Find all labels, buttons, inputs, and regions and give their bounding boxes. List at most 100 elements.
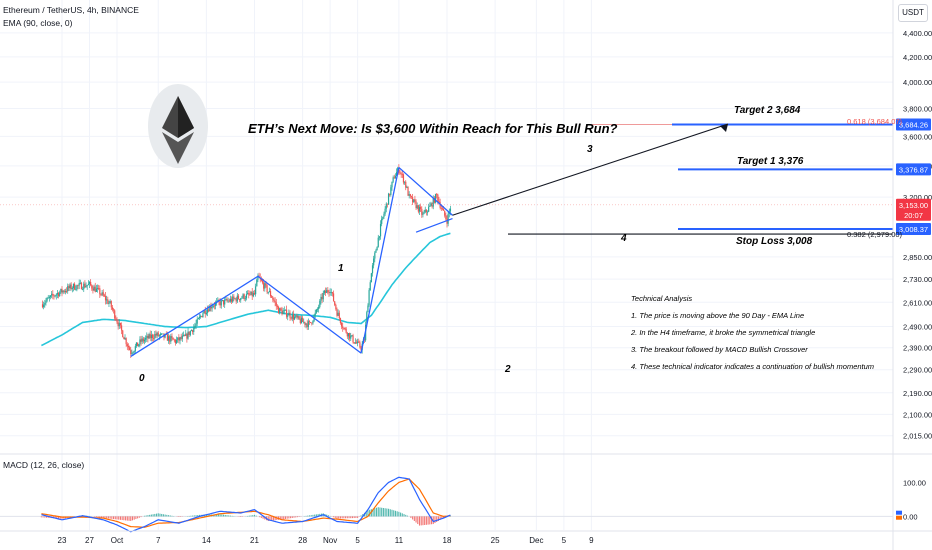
- ethereum-icon-shade: [178, 96, 194, 138]
- candle-50: [99, 288, 101, 295]
- wave-2-3: [360, 167, 400, 354]
- candle-48: [96, 288, 99, 289]
- candle-117: [175, 339, 178, 344]
- candle-341: [432, 197, 434, 207]
- candle-85: [139, 339, 141, 345]
- candle-54: [103, 295, 105, 297]
- candle-320: [408, 194, 410, 196]
- candle-196: [266, 285, 268, 293]
- x-tick-label-3: 7: [156, 536, 161, 545]
- candle-86: [140, 339, 142, 342]
- candle-354: [447, 213, 449, 224]
- candle-241: [318, 306, 320, 309]
- candle-298: [383, 213, 385, 217]
- candle-318: [406, 187, 408, 188]
- candle-148: [211, 306, 213, 309]
- candle-88: [142, 338, 144, 342]
- y-tick-label-6: 3,200.00: [903, 193, 932, 202]
- candle-164: [229, 298, 232, 302]
- candle-114: [172, 337, 174, 340]
- candle-188: [257, 275, 259, 280]
- candle-215: [288, 312, 290, 316]
- candle-285: [368, 290, 370, 306]
- candle-71: [123, 337, 125, 340]
- candle-179: [247, 293, 249, 295]
- candle-167: [233, 296, 235, 299]
- tag-target1-bg: [896, 163, 931, 176]
- candle-199: [269, 291, 272, 297]
- currency-button[interactable]: USDT: [898, 4, 928, 22]
- candle-98: [154, 333, 156, 339]
- candle-203: [274, 300, 276, 303]
- candle-40: [87, 283, 89, 286]
- stop-loss-label: Stop Loss 3,008: [736, 236, 813, 247]
- candle-198: [268, 291, 270, 293]
- candle-42: [90, 281, 92, 286]
- candle-95: [150, 334, 152, 339]
- ema-legend[interactable]: EMA (90, close, 0): [3, 18, 73, 28]
- candle-60: [110, 301, 112, 308]
- candle-300: [385, 203, 387, 209]
- x-tick-label-13: 5: [562, 536, 567, 545]
- candle-168: [234, 298, 236, 300]
- candle-259: [338, 312, 340, 319]
- candle-325: [414, 199, 416, 202]
- y-tick-label-3: 3,800.00: [903, 105, 932, 114]
- candle-47: [95, 288, 97, 292]
- projection-arrow-line: [452, 123, 729, 216]
- candle-255: [334, 301, 336, 305]
- candle-30: [76, 285, 78, 290]
- candle-53: [102, 292, 104, 296]
- candle-22: [67, 286, 69, 292]
- candle-206: [277, 306, 280, 314]
- candle-142: [204, 310, 206, 315]
- candle-89: [143, 339, 146, 342]
- candle-322: [410, 196, 413, 198]
- candle-163: [228, 300, 230, 302]
- candle-256: [335, 304, 337, 310]
- symbol-legend[interactable]: Ethereum / TetherUS, 4h, BINANCE: [3, 5, 139, 15]
- candle-272: [353, 342, 355, 344]
- ethereum-icon-lower: [162, 132, 194, 164]
- macd-legend[interactable]: MACD (12, 26, close): [3, 460, 85, 470]
- candle-1: [43, 304, 45, 308]
- y-tick-label-4: 3,600.00: [903, 132, 932, 141]
- candle-186: [255, 286, 257, 295]
- candle-356: [449, 208, 452, 212]
- candle-39: [86, 285, 88, 287]
- candle-332: [422, 213, 424, 215]
- candle-151: [214, 302, 217, 306]
- candle-77: [130, 350, 132, 354]
- candle-116: [174, 339, 177, 344]
- candle-59: [109, 301, 111, 303]
- candle-126: [186, 333, 188, 339]
- candle-135: [196, 319, 198, 324]
- candle-12: [55, 294, 57, 296]
- macd-line: [41, 476, 451, 533]
- candle-249: [327, 290, 329, 293]
- candle-102: [158, 335, 160, 337]
- candle-227: [302, 317, 304, 322]
- candle-274: [355, 342, 358, 344]
- candle-258: [337, 312, 339, 316]
- candle-267: [347, 333, 350, 337]
- y-tick-label-11: 2,390.00: [903, 344, 932, 353]
- candle-187: [256, 279, 258, 287]
- candle-319: [407, 187, 409, 196]
- candle-225: [299, 319, 301, 324]
- candle-339: [430, 203, 432, 206]
- candle-266: [346, 332, 348, 337]
- candle-345: [437, 194, 439, 201]
- candle-28: [74, 283, 76, 290]
- candle-268: [349, 333, 351, 339]
- target2-label: Target 2 3,684: [734, 105, 801, 116]
- candle-16: [60, 288, 62, 293]
- chart-title: ETH’s Next Move: Is $3,600 Within Reach …: [248, 121, 618, 136]
- candle-0: [41, 304, 44, 308]
- candle-210: [282, 311, 284, 315]
- candle-138: [200, 315, 202, 317]
- candle-87: [141, 338, 143, 342]
- candle-61: [111, 307, 114, 310]
